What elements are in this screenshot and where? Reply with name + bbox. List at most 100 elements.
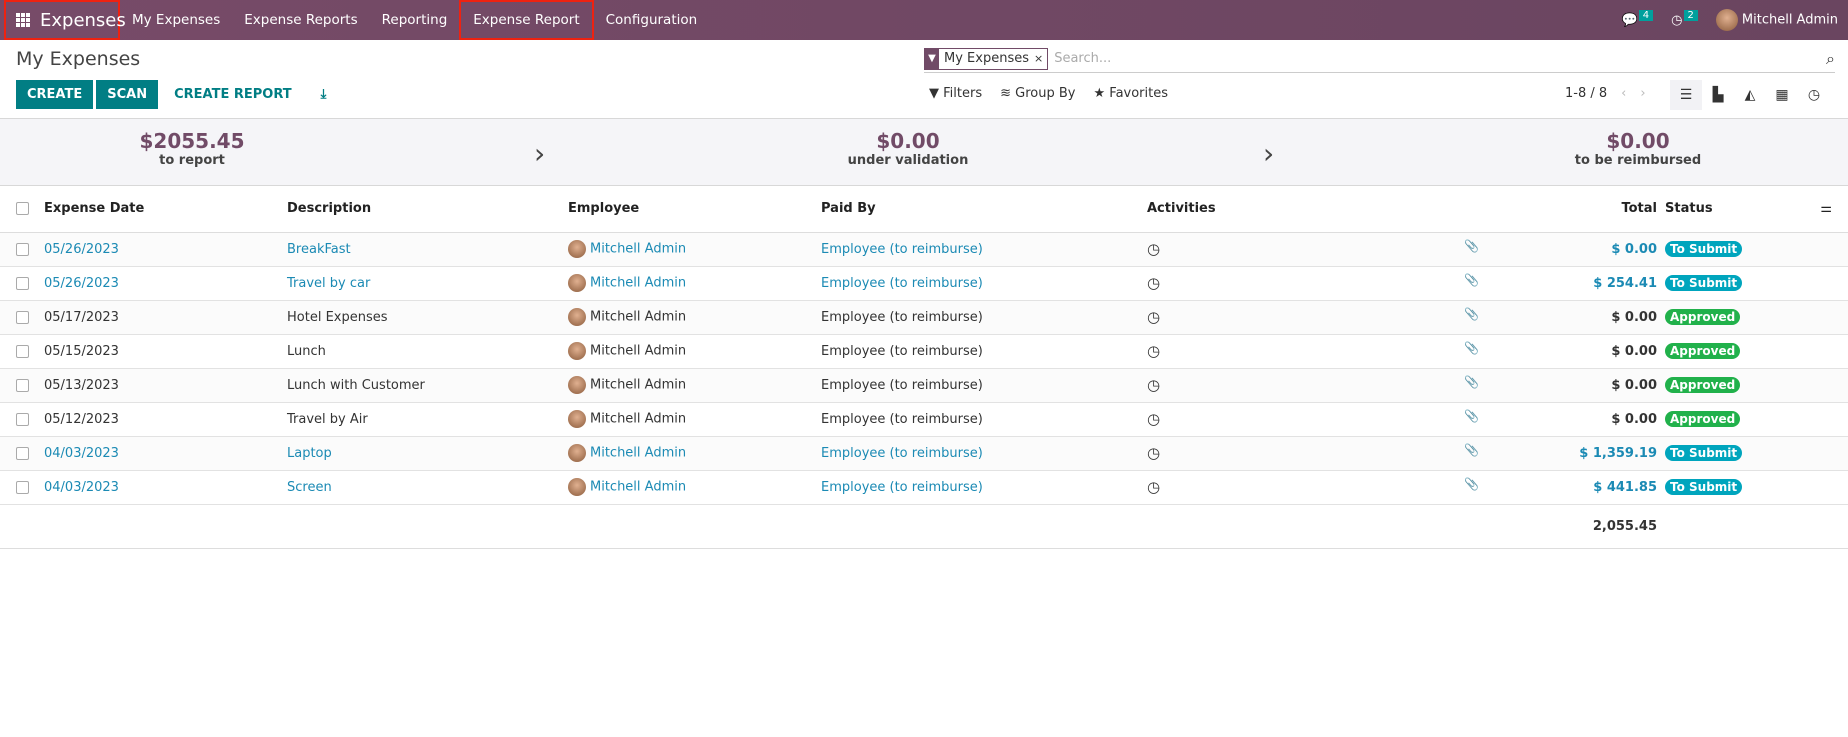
menu-expense-reports[interactable]: Expense Reports bbox=[244, 12, 358, 28]
optional-columns-icon[interactable]: ⚌ bbox=[1820, 201, 1832, 217]
chevron-right-icon: › bbox=[1263, 137, 1275, 170]
select-all-checkbox[interactable] bbox=[16, 202, 29, 216]
paperclip-icon: 📎 bbox=[1464, 442, 1479, 457]
table-row[interactable]: 05/26/2023 Travel by car Mitchell Admin … bbox=[0, 266, 1848, 301]
row-checkbox[interactable] bbox=[16, 412, 29, 426]
row-checkbox[interactable] bbox=[16, 378, 29, 392]
create-button[interactable]: CREATE bbox=[16, 80, 94, 109]
expense-summary: $2055.45 to report › $0.00 under validatio… bbox=[0, 119, 1848, 186]
activity-view-icon[interactable]: ◷ bbox=[1807, 87, 1821, 103]
expense-date: 05/13/2023 bbox=[44, 368, 287, 403]
table-row[interactable]: 05/26/2023 BreakFast Mitchell Admin Empl… bbox=[0, 232, 1848, 267]
activities-badge: 2 bbox=[1683, 9, 1698, 21]
employee: Mitchell Admin bbox=[568, 266, 821, 301]
layers-icon: ≋ bbox=[1000, 86, 1012, 101]
menu-reporting[interactable]: Reporting bbox=[381, 12, 448, 28]
col-activities[interactable]: Activities bbox=[1147, 186, 1434, 233]
table-row[interactable]: 04/03/2023 Laptop Mitchell Admin Employe… bbox=[0, 436, 1848, 471]
col-description[interactable]: Description bbox=[287, 186, 568, 233]
menu-my-expenses[interactable]: My Expenses bbox=[132, 12, 221, 28]
menu-configuration[interactable]: Configuration bbox=[605, 12, 698, 28]
col-expense-date[interactable]: Expense Date bbox=[44, 186, 287, 233]
col-status[interactable]: Status bbox=[1665, 186, 1815, 233]
create-report-button[interactable]: CREATE REPORT bbox=[174, 87, 292, 102]
clock-icon[interactable]: ◷ bbox=[1147, 342, 1161, 360]
table-row[interactable]: 05/13/2023 Lunch with Customer Mitchell … bbox=[0, 368, 1848, 403]
filter-icon: ▼ bbox=[925, 47, 939, 70]
description: Hotel Expenses bbox=[287, 300, 568, 335]
table-row[interactable]: 05/17/2023 Hotel Expenses Mitchell Admin… bbox=[0, 300, 1848, 335]
apps-menu-icon[interactable] bbox=[16, 13, 30, 27]
kanban-view-icon[interactable]: ▙ bbox=[1712, 87, 1724, 103]
expenses-table: Expense Date Description Employee Paid B… bbox=[0, 186, 1848, 549]
total: $ 254.41 bbox=[1593, 275, 1657, 291]
paid-by: Employee (to reimburse) bbox=[821, 402, 1147, 437]
activity-cell: ◷ bbox=[1147, 300, 1434, 335]
row-checkbox[interactable] bbox=[16, 446, 29, 460]
table-row[interactable]: 05/12/2023 Travel by Air Mitchell Admin … bbox=[0, 402, 1848, 437]
paid-by: Employee (to reimburse) bbox=[821, 334, 1147, 369]
search-input[interactable]: Search... bbox=[1054, 51, 1112, 66]
favorites-button[interactable]: ★ Favorites bbox=[1093, 86, 1169, 101]
row-checkbox[interactable] bbox=[16, 242, 29, 256]
summary-under-validation[interactable]: $0.00 under validation bbox=[847, 129, 969, 168]
expense-date: 05/26/2023 bbox=[44, 266, 287, 301]
filters-button[interactable]: ▼ Filters bbox=[929, 86, 983, 101]
col-employee[interactable]: Employee bbox=[568, 186, 821, 233]
menu-expense-report[interactable]: Expense Report bbox=[459, 0, 594, 40]
download-icon[interactable]: ⤓ bbox=[320, 87, 327, 102]
facet-label: My Expenses bbox=[944, 51, 1029, 66]
status-badge: To Submit bbox=[1665, 444, 1743, 461]
row-checkbox[interactable] bbox=[16, 480, 29, 494]
search-facet[interactable]: ▼ My Expenses × bbox=[924, 47, 1049, 70]
expense-date: 04/03/2023 bbox=[44, 470, 287, 505]
expense-date: 05/26/2023 bbox=[44, 232, 287, 267]
col-total[interactable]: Total bbox=[1434, 186, 1665, 233]
clock-icon[interactable]: ◷ bbox=[1147, 444, 1161, 462]
app-name: Expenses bbox=[40, 9, 126, 31]
avatar bbox=[568, 342, 586, 360]
facet-remove-icon[interactable]: × bbox=[1033, 52, 1044, 65]
scan-button[interactable]: SCAN bbox=[96, 80, 159, 109]
pivot-view-icon[interactable]: ▦ bbox=[1775, 87, 1789, 103]
status-badge: Approved bbox=[1665, 410, 1741, 427]
row-checkbox[interactable] bbox=[16, 310, 29, 324]
summary-to-report[interactable]: $2055.45 to report bbox=[139, 129, 245, 168]
col-paid-by[interactable]: Paid By bbox=[821, 186, 1147, 233]
chevron-right-icon[interactable]: › bbox=[1640, 86, 1646, 101]
group-by-button[interactable]: ≋ Group By bbox=[1000, 86, 1076, 101]
user-name: Mitchell Admin bbox=[1741, 12, 1838, 28]
list-view-icon[interactable]: ☰ bbox=[1670, 80, 1702, 110]
clock-icon[interactable]: ◷ bbox=[1147, 376, 1161, 394]
status-badge: To Submit bbox=[1665, 240, 1743, 257]
paperclip-icon: 📎 bbox=[1464, 340, 1479, 355]
app-brand[interactable]: Expenses bbox=[4, 0, 126, 40]
activity-cell: ◷ bbox=[1147, 470, 1434, 505]
employee: Mitchell Admin bbox=[568, 232, 821, 267]
clock-icon[interactable]: ◷ bbox=[1147, 478, 1161, 496]
clock-icon[interactable]: ◷ bbox=[1147, 274, 1161, 292]
clock-icon[interactable]: ◷ bbox=[1147, 240, 1161, 258]
paid-by: Employee (to reimburse) bbox=[821, 266, 1147, 301]
pager-value[interactable]: 1-8 / 8 bbox=[1565, 86, 1608, 101]
description: Screen bbox=[287, 470, 568, 505]
avatar bbox=[568, 274, 586, 292]
search-icon[interactable]: ⌕ bbox=[1826, 48, 1835, 68]
row-checkbox[interactable] bbox=[16, 276, 29, 290]
avatar bbox=[1715, 9, 1738, 31]
clock-icon[interactable]: ◷ bbox=[1147, 308, 1161, 326]
summary-to-be-reimbursed[interactable]: $0.00 to be reimbursed bbox=[1574, 129, 1702, 168]
total: $ 0.00 bbox=[1611, 241, 1657, 257]
chevron-left-icon[interactable]: ‹ bbox=[1621, 86, 1627, 101]
messages-button[interactable]: 💬 4 bbox=[1622, 9, 1654, 28]
table-row[interactable]: 04/03/2023 Screen Mitchell Admin Employe… bbox=[0, 470, 1848, 505]
row-checkbox[interactable] bbox=[16, 344, 29, 358]
description: Travel by Air bbox=[287, 402, 568, 437]
user-menu[interactable]: Mitchell Admin bbox=[1715, 9, 1838, 31]
total: $ 0.00 bbox=[1611, 309, 1657, 325]
graph-view-icon[interactable]: ◭ bbox=[1744, 87, 1756, 103]
expense-date: 05/17/2023 bbox=[44, 300, 287, 335]
table-row[interactable]: 05/15/2023 Lunch Mitchell Admin Employee… bbox=[0, 334, 1848, 369]
activities-button[interactable]: ◷ 2 bbox=[1671, 9, 1698, 28]
clock-icon[interactable]: ◷ bbox=[1147, 410, 1161, 428]
